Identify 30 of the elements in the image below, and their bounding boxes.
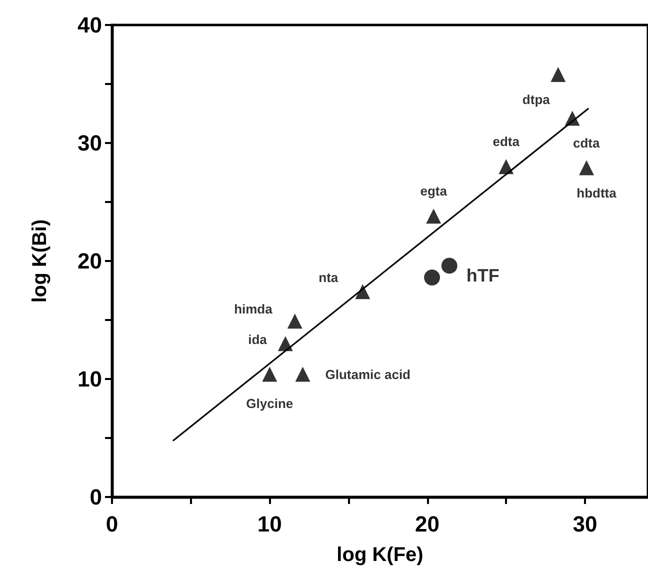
y-tick-label: 0 [90,484,102,510]
y-tick-label: 40 [78,12,102,38]
x-tick-label: 0 [106,512,118,536]
x-tick-label: 30 [572,512,598,536]
data-label: Glycine [246,396,294,411]
y-tick-label: 20 [78,248,102,274]
data-label: Glutamic acid [325,366,411,382]
point [426,208,442,224]
point [441,258,458,274]
data-label: hbdtta [576,185,618,200]
data-label: ida [248,332,268,348]
y-axis-title: log K(Bi) [29,219,51,303]
y-tick-label: 30 [78,130,102,156]
point [550,67,566,82]
data-label: hTF [466,266,500,286]
data-label: egta [420,184,448,199]
point [262,366,278,382]
point [424,270,440,286]
data-label: cdta [572,136,600,151]
data-label: nta [318,270,339,286]
x-axis-title: log K(Fe) [336,544,424,566]
y-tick-label: 10 [78,366,102,392]
data-label: himda [234,302,274,317]
data-label: edta [492,134,520,150]
x-tick-label: 10 [257,512,282,536]
point [287,314,302,329]
point [295,366,310,382]
data-label: dtpa [522,92,551,108]
x-tick-label: 20 [415,512,440,536]
point [579,160,594,176]
